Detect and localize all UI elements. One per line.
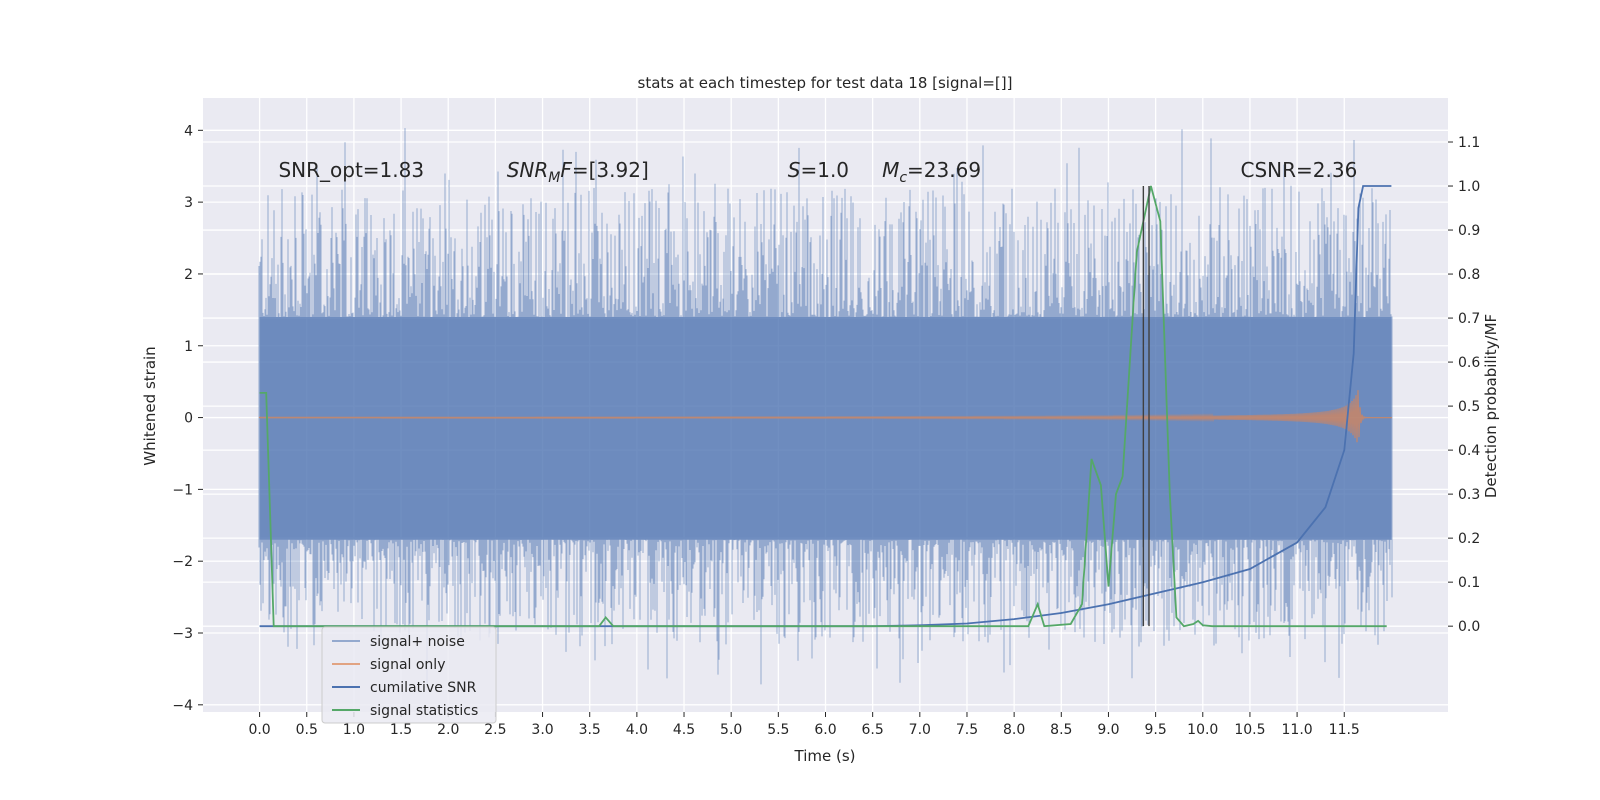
y-left-tick-label-3: −1 bbox=[172, 482, 193, 498]
y-left-tick-label-5: 1 bbox=[184, 339, 193, 355]
y-right-tick-label-2: 0.2 bbox=[1458, 531, 1480, 547]
y-left-axis-label: Whitened strain bbox=[141, 346, 159, 465]
x-tick-label-23: 11.5 bbox=[1329, 722, 1360, 738]
x-axis-ticks: 0.0 0.5 1.0 1.5 2.0 2.5 3.0 3.5 4.0 4.5 5.0 5.5 6.0 6… bbox=[248, 712, 1360, 738]
x-tick-label-16: 8.0 bbox=[1003, 722, 1025, 738]
annotations: SNR_opt=1.83 SNRMF=[3.92] S=1.0 Mc=23.69 CSN… bbox=[278, 158, 1357, 186]
x-tick-label-9: 4.5 bbox=[673, 722, 695, 738]
y-right-axis-label: Detection probability/MF bbox=[1482, 314, 1500, 498]
signal-noise-series bbox=[258, 128, 1393, 685]
y-left-tick-label-0: −4 bbox=[172, 698, 193, 714]
x-tick-label-1: 0.5 bbox=[296, 722, 318, 738]
x-tick-label-10: 5.0 bbox=[720, 722, 742, 738]
annotation-2: S=1.0 bbox=[788, 158, 849, 182]
x-tick-label-15: 7.5 bbox=[956, 722, 978, 738]
x-tick-label-3: 1.5 bbox=[390, 722, 412, 738]
y-left-tick-label-2: −2 bbox=[172, 554, 193, 570]
annotation-3: Mc=23.69 bbox=[882, 158, 981, 186]
x-tick-label-19: 9.5 bbox=[1144, 722, 1166, 738]
x-tick-label-13: 6.5 bbox=[862, 722, 884, 738]
x-tick-label-2: 1.0 bbox=[343, 722, 365, 738]
x-tick-label-12: 6.0 bbox=[814, 722, 836, 738]
signal-only-line bbox=[258, 390, 1392, 443]
annotation-0: SNR_opt=1.83 bbox=[278, 158, 424, 182]
y-right-tick-label-10: 1.0 bbox=[1458, 179, 1480, 195]
y-left-axis-ticks: −4 −3 −2 −1 0 1 2 3 4 bbox=[172, 123, 203, 714]
y-right-tick-label-1: 0.1 bbox=[1458, 575, 1480, 591]
y-right-tick-label-8: 0.8 bbox=[1458, 267, 1480, 283]
x-tick-label-0: 0.0 bbox=[248, 722, 270, 738]
y-right-tick-label-9: 0.9 bbox=[1458, 223, 1480, 239]
x-tick-label-5: 2.5 bbox=[484, 722, 506, 738]
y-right-axis-ticks: 0.0 0.1 0.2 0.3 0.4 0.5 0.6 0.7 0.8 0.9 1.0 1.1 bbox=[1448, 135, 1480, 635]
y-right-tick-label-11: 1.1 bbox=[1458, 135, 1480, 151]
x-tick-label-18: 9.0 bbox=[1097, 722, 1119, 738]
annotation-4: CSNR=2.36 bbox=[1241, 158, 1358, 182]
legend-label-1: signal only bbox=[370, 657, 445, 673]
vertical-markers bbox=[1142, 186, 1150, 627]
series-lines bbox=[258, 185, 1392, 628]
x-tick-label-11: 5.5 bbox=[767, 722, 789, 738]
x-tick-label-22: 11.0 bbox=[1282, 722, 1313, 738]
y-left-tick-label-8: 4 bbox=[184, 123, 193, 139]
x-tick-label-6: 3.0 bbox=[531, 722, 553, 738]
chart-title: stats at each timestep for test data 18 … bbox=[638, 74, 1013, 92]
y-right-tick-label-3: 0.3 bbox=[1458, 487, 1480, 503]
y-right-tick-label-0: 0.0 bbox=[1458, 619, 1480, 635]
legend-box bbox=[321, 626, 497, 724]
y-left-tick-label-6: 2 bbox=[184, 267, 193, 283]
legend-label-2: cumilative SNR bbox=[370, 680, 477, 696]
cumulative-snr-line bbox=[259, 185, 1392, 628]
y-left-tick-label-7: 3 bbox=[184, 195, 193, 211]
x-tick-label-8: 4.0 bbox=[626, 722, 648, 738]
noise-spikes bbox=[258, 128, 1393, 685]
y-right-tick-label-5: 0.5 bbox=[1458, 399, 1480, 415]
y-left-tick-label-4: 0 bbox=[184, 411, 193, 427]
signal-statistics-line bbox=[259, 185, 1387, 628]
x-tick-label-17: 8.5 bbox=[1050, 722, 1072, 738]
x-tick-label-4: 2.0 bbox=[437, 722, 459, 738]
x-axis-label: Time (s) bbox=[794, 747, 856, 765]
x-tick-label-7: 3.5 bbox=[579, 722, 601, 738]
legend: signal+ noise signal only cumilative SNR si… bbox=[321, 626, 497, 724]
x-tick-label-14: 7.0 bbox=[909, 722, 931, 738]
legend-label-0: signal+ noise bbox=[370, 634, 465, 650]
legend-label-3: signal statistics bbox=[370, 703, 478, 719]
y-left-tick-label-1: −3 bbox=[172, 626, 193, 642]
annotation-1: SNRMF=[3.92] bbox=[507, 158, 649, 186]
x-tick-label-20: 10.0 bbox=[1187, 722, 1218, 738]
y-right-tick-label-7: 0.7 bbox=[1458, 311, 1480, 327]
y-right-tick-label-6: 0.6 bbox=[1458, 355, 1480, 371]
y-right-tick-label-4: 0.4 bbox=[1458, 443, 1480, 459]
x-tick-label-21: 10.5 bbox=[1234, 722, 1265, 738]
